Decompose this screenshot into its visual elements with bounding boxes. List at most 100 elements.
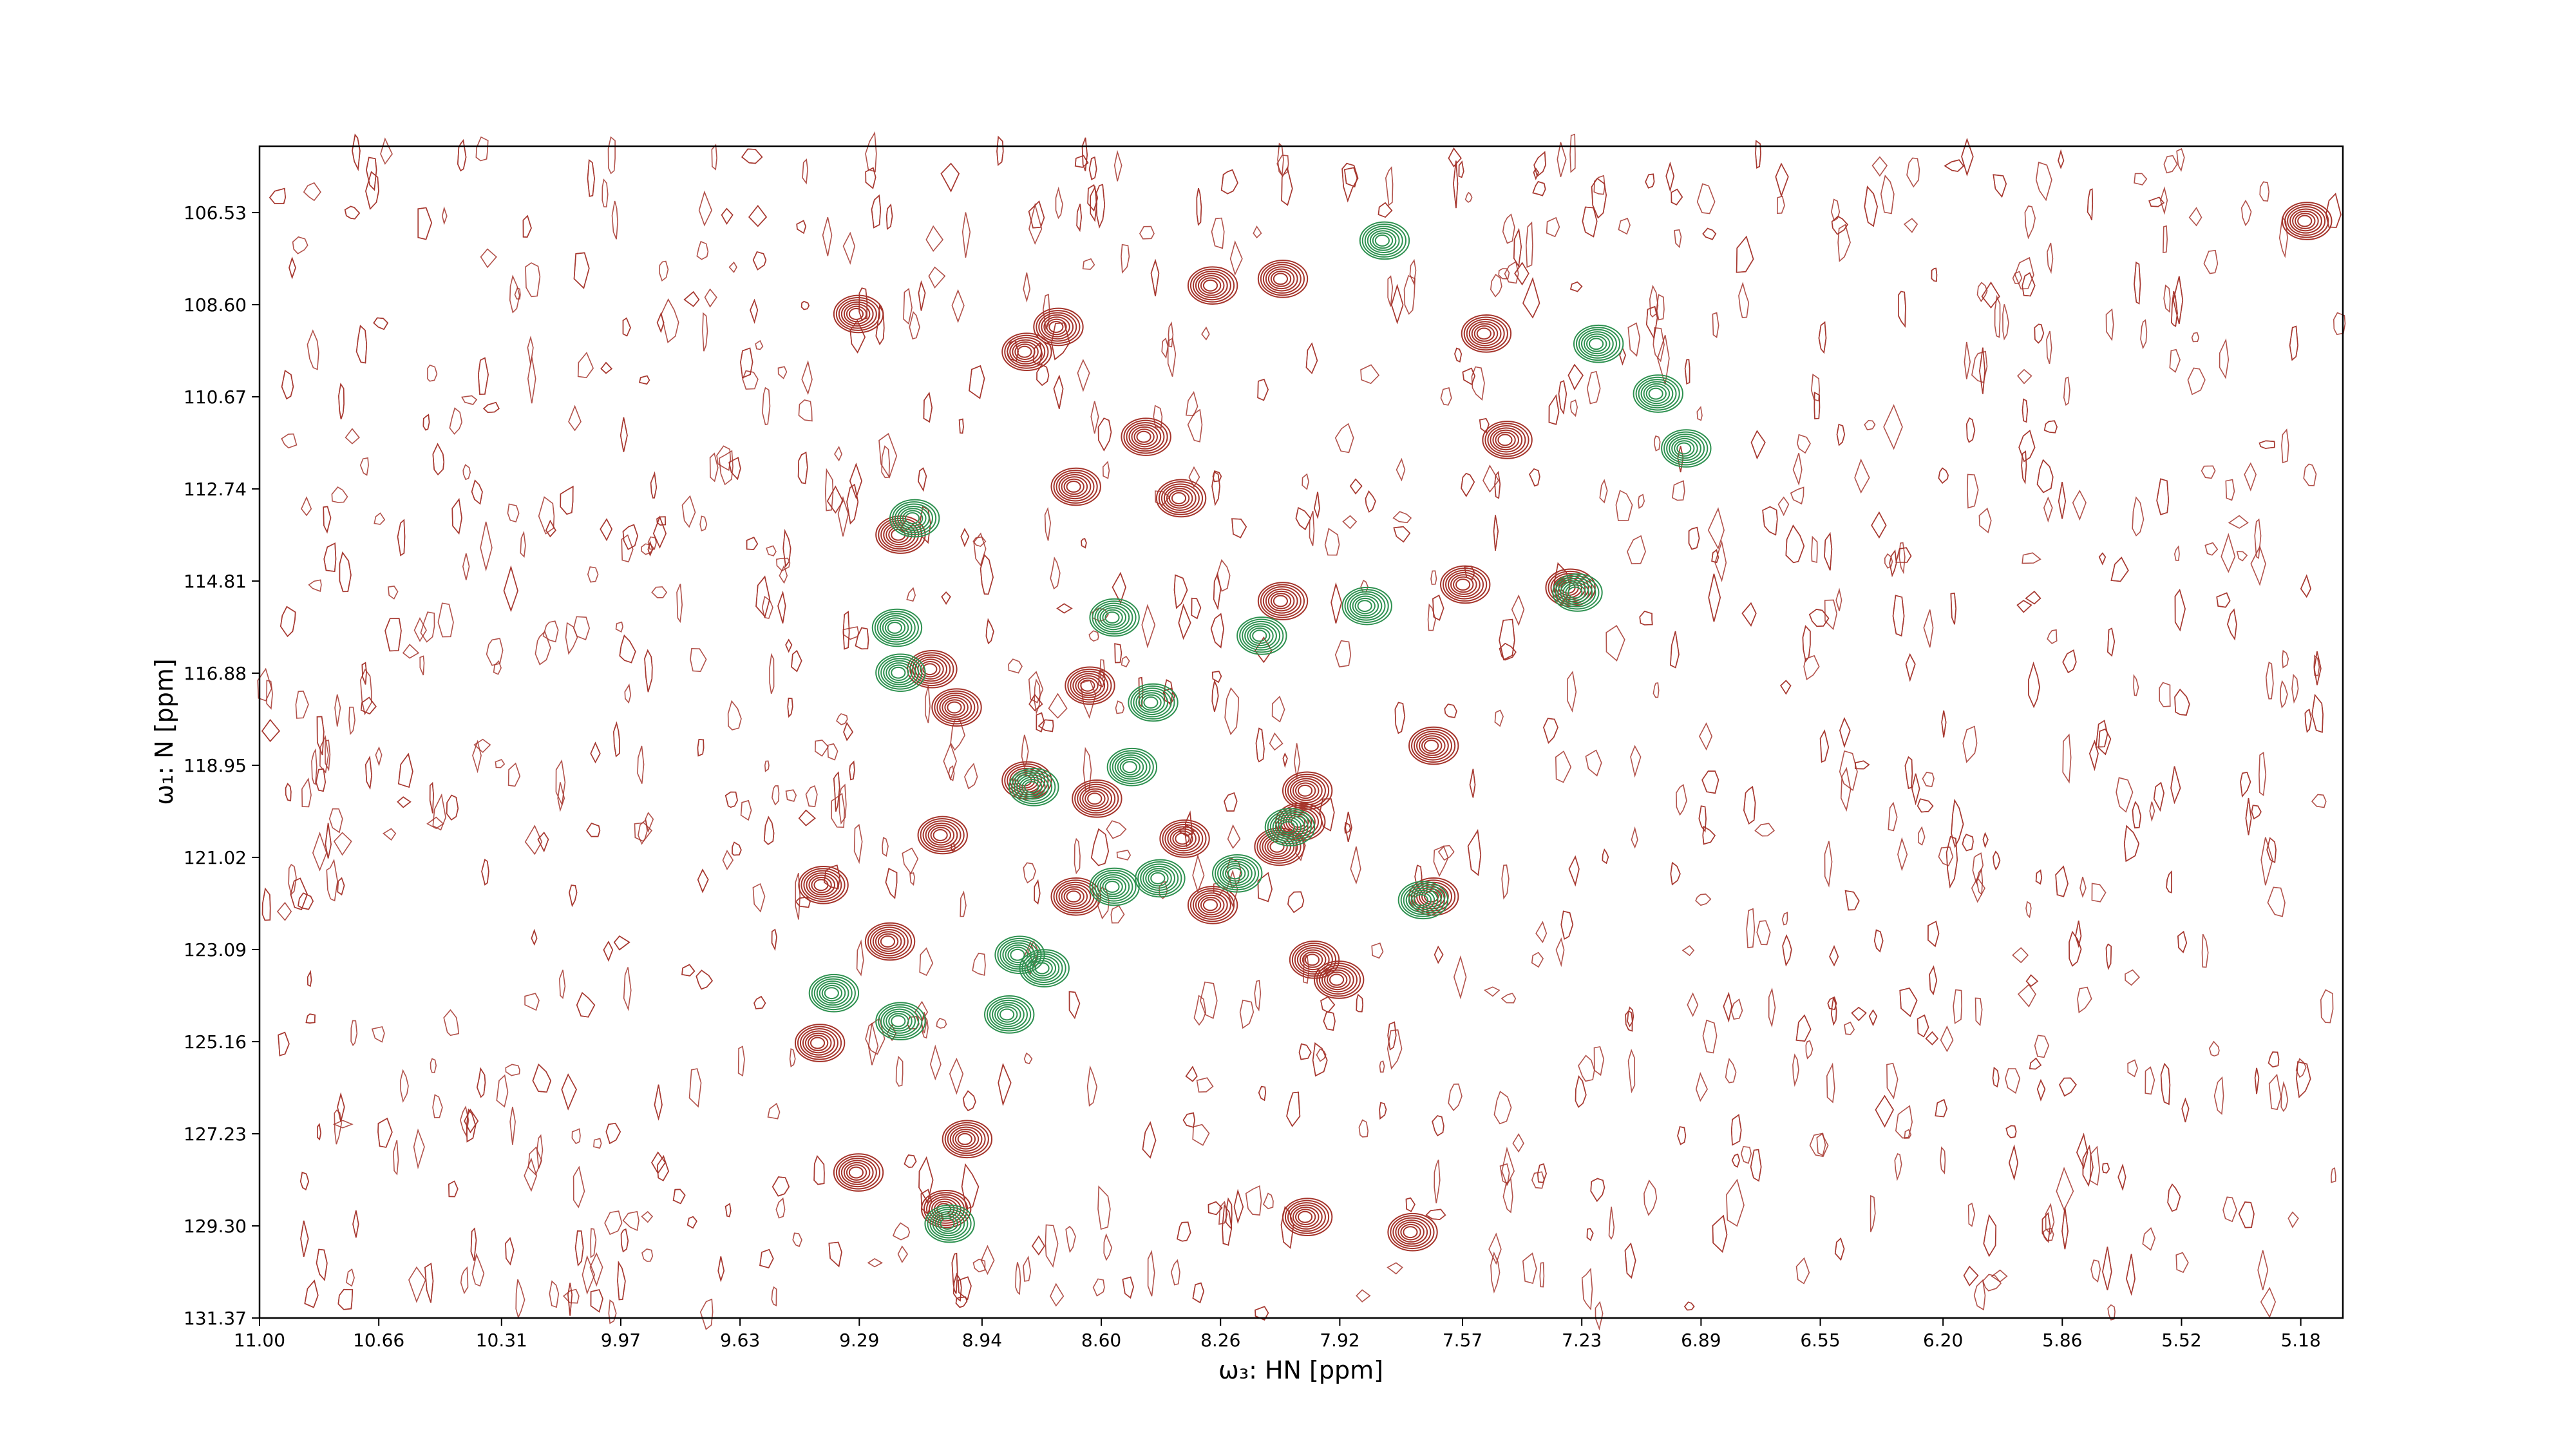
noise-contour <box>837 495 849 537</box>
noise-contour <box>704 288 717 308</box>
peak-contour <box>840 1160 874 1185</box>
noise-contour <box>1088 156 1097 180</box>
peak-contour <box>891 1015 906 1027</box>
noise-contour <box>696 240 709 260</box>
peak <box>1661 429 1712 468</box>
peak-contour <box>1316 962 1361 997</box>
noise-contour <box>1665 161 1675 193</box>
peak-contour <box>1282 1198 1333 1236</box>
noise-contour <box>457 139 467 172</box>
noise-contour <box>855 627 869 650</box>
peak-contour <box>1580 331 1614 357</box>
noise-contour <box>1153 405 1163 428</box>
peak-contour <box>1089 598 1140 637</box>
noise-contour <box>261 719 280 742</box>
noise-contour <box>582 1255 596 1295</box>
peak-contour <box>1274 816 1302 838</box>
peak-contour <box>923 1192 969 1227</box>
noise-contour <box>1191 597 1202 620</box>
noise-contour <box>1050 556 1061 590</box>
noise-contour <box>1437 845 1455 861</box>
noise-contour <box>1696 183 1716 215</box>
noise-contour <box>1712 1214 1728 1253</box>
peak <box>1128 683 1179 722</box>
noise-contour <box>507 762 521 787</box>
peak-contour <box>843 1161 871 1183</box>
noise-contour <box>771 928 777 951</box>
peak-contour <box>799 1028 838 1058</box>
noise-contour <box>690 647 707 673</box>
noise-contour <box>1113 149 1122 182</box>
noise-contour <box>1714 540 1727 582</box>
noise-contour <box>2291 673 2299 704</box>
noise-contour <box>1615 490 1633 522</box>
peak-contour <box>1361 224 1406 258</box>
peak-contour <box>920 660 941 678</box>
noise-contour <box>2025 974 2039 988</box>
noise-contour <box>2047 629 2058 644</box>
noise-contour <box>470 1227 477 1261</box>
peak-contour <box>1448 571 1481 598</box>
noise-contour <box>1824 532 1833 571</box>
peak-contour <box>1473 325 1495 342</box>
x-tick-label: 6.89 <box>1681 1330 1721 1351</box>
peak-contour <box>1414 731 1453 761</box>
noise-contour <box>549 1280 560 1308</box>
peak-contour <box>1126 422 1165 452</box>
noise-contour <box>1639 610 1653 626</box>
noise-contour <box>1953 989 1963 1024</box>
peak-contour <box>1138 692 1165 713</box>
noise-contour <box>1555 937 1565 968</box>
noise-contour <box>1725 1058 1737 1084</box>
peak-contour <box>1058 473 1092 500</box>
noise-contour <box>1342 515 1358 530</box>
noise-contour <box>2259 181 2270 202</box>
peak <box>833 294 884 334</box>
peak-contour <box>912 654 951 684</box>
peak-contour <box>914 656 948 682</box>
peak-contour <box>949 1126 983 1152</box>
noise-contour <box>1814 391 1821 419</box>
noise-contour <box>1938 846 1954 866</box>
noise-contour <box>1925 1031 1939 1046</box>
peak-contour <box>1063 888 1084 905</box>
peak-contour <box>1562 582 1589 604</box>
noise-contour <box>2077 986 2092 1013</box>
noise-contour <box>1211 217 1225 249</box>
noise-contour <box>1532 181 1546 196</box>
noise-contour <box>2027 662 2040 709</box>
peak-contour <box>1080 679 1095 692</box>
peak-contour <box>1061 886 1088 907</box>
peak-contour <box>879 615 913 641</box>
noise-contour <box>1224 687 1240 736</box>
noise-contour <box>1065 1225 1076 1254</box>
noise-contour <box>413 1128 425 1170</box>
peak <box>1187 266 1238 305</box>
noise-contour <box>909 310 920 339</box>
peak-contour <box>1024 953 1063 983</box>
noise-contour <box>1762 506 1778 536</box>
noise-contour <box>338 383 345 420</box>
peak-contour <box>1016 774 1049 800</box>
noise-contour <box>644 649 653 693</box>
peak-contour <box>1148 870 1169 887</box>
noise-contour <box>1630 745 1642 778</box>
noise-contour <box>555 759 566 807</box>
y-tick-label: 106.53 <box>184 202 247 224</box>
noise-contour <box>1212 470 1222 482</box>
noise-contour <box>1323 1011 1336 1031</box>
x-tick-label: 6.20 <box>1923 1330 1963 1351</box>
noise-contour <box>960 528 970 548</box>
noise-contour <box>1591 177 1607 219</box>
noise-contour <box>724 1203 732 1218</box>
noise-contour <box>2254 518 2262 559</box>
noise-contour <box>1302 473 1309 490</box>
noise-contour <box>772 1176 790 1197</box>
noise-contour <box>281 433 298 449</box>
noise-contour <box>1712 312 1719 339</box>
noise-contour <box>1670 861 1681 886</box>
peak-contour <box>891 666 906 679</box>
peak <box>2282 202 2333 240</box>
peak-contour <box>1128 683 1179 722</box>
